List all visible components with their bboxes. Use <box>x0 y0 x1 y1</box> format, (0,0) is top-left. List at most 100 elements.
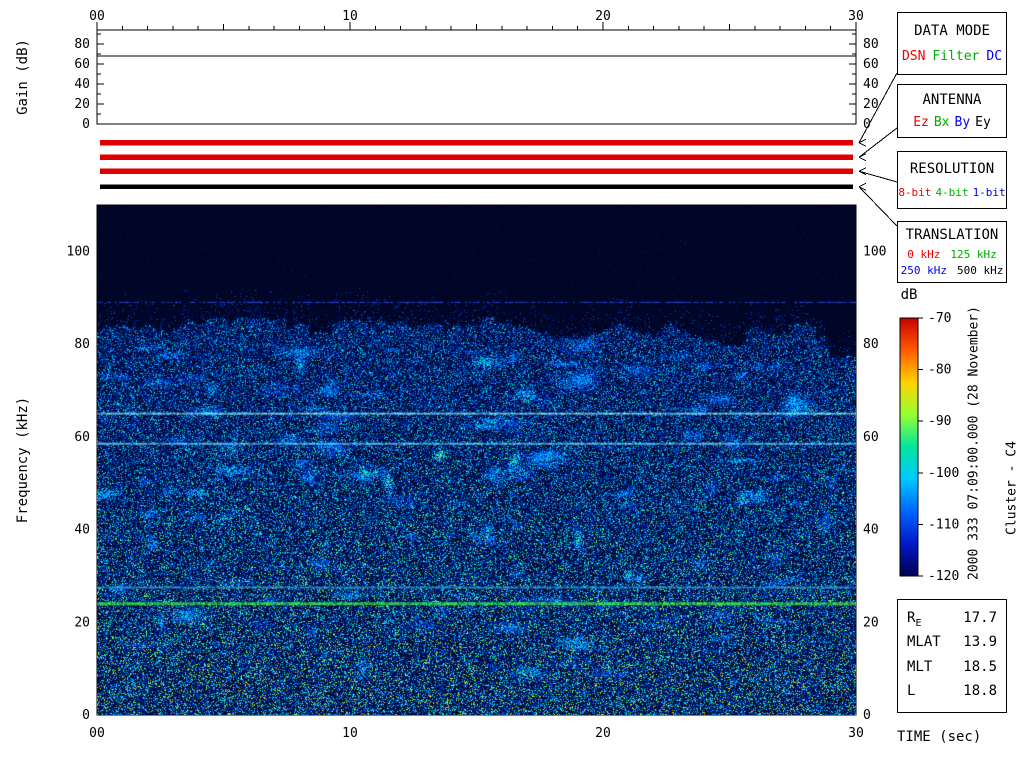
gain-y-tick-label: 20 <box>74 97 90 112</box>
gain-y-tick-label: 20 <box>863 97 879 112</box>
legend-item-by: By <box>955 115 971 130</box>
spectrogram-page: -70 -80 -90 -100 -110 -120 00 10 20 30 0 0 20 20 40 40 6… <box>0 0 1024 768</box>
time-tick-label: 30 <box>848 726 864 741</box>
connector-arrowhead <box>859 171 866 175</box>
legend-item-ey: Ey <box>975 115 991 130</box>
gain-y-tick-label: 80 <box>74 37 90 52</box>
connector-line <box>859 73 897 143</box>
colorbar-tick-label: -110 <box>928 517 959 532</box>
colorbar-tick-label: -70 <box>928 311 951 326</box>
connector-arrowhead <box>859 157 866 161</box>
ephemeris-row-mlt: MLT 18.5 <box>898 659 1006 678</box>
legend-item-4bit: 4-bit <box>935 186 968 199</box>
legend-resolution: RESOLUTION 8-bit 4-bit 1-bit <box>897 151 1007 209</box>
status-bar-antenna <box>100 155 853 161</box>
ephemeris-label-mlat: MLAT <box>907 634 941 653</box>
legend-item-ez: Ez <box>913 115 929 130</box>
gain-top-tick-label: 10 <box>342 9 358 24</box>
freq-tick-label: 40 <box>863 523 879 538</box>
gain-top-tick-label: 00 <box>89 9 105 24</box>
ephemeris-value-mlat: 13.9 <box>963 634 997 653</box>
freq-tick-label: 60 <box>74 430 90 445</box>
ephemeris-label-re: RE <box>907 610 921 629</box>
legend-item-125khz: 125 kHz <box>950 248 996 261</box>
legend-antenna-items: Ez Bx By Ey <box>913 115 991 130</box>
time-axis-label: TIME (sec) <box>897 729 981 745</box>
freq-tick-label: 100 <box>67 244 90 259</box>
gain-y-tick-label: 60 <box>863 57 879 72</box>
gain-axis-label: Gain (dB) <box>15 39 31 115</box>
connector-line <box>859 187 897 226</box>
freq-tick-label: 80 <box>863 337 879 352</box>
gain-top-tick-label: 20 <box>595 9 611 24</box>
colorbar-db-label: dB <box>893 287 925 303</box>
ephemeris-value-mlt: 18.5 <box>963 659 997 678</box>
frequency-axis-label: Frequency (kHz) <box>15 397 31 523</box>
gain-y-tick-label: 0 <box>863 117 871 132</box>
ephemeris-label-l: L <box>907 683 915 702</box>
gain-y-tick-label: 0 <box>82 117 90 132</box>
legend-item-250khz: 250 kHz <box>901 264 947 277</box>
legend-translation-items: 0 kHz 125 kHz 250 kHz 500 kHz <box>898 248 1006 277</box>
connector-line <box>859 128 897 157</box>
freq-tick-label: 20 <box>863 615 879 630</box>
ephemeris-value-l: 18.8 <box>963 683 997 702</box>
freq-tick-label: 0 <box>82 708 90 723</box>
ephemeris-label-mlt: MLT <box>907 659 932 678</box>
gain-y-tick-label: 60 <box>74 57 90 72</box>
legend-item-filter: Filter <box>932 49 979 64</box>
legend-item-0khz: 0 kHz <box>907 248 940 261</box>
status-bar-resolution <box>100 169 853 175</box>
connector-arrowhead <box>859 139 866 143</box>
gain-y-tick-label: 40 <box>74 77 90 92</box>
time-tick-label: 00 <box>89 726 105 741</box>
colorbar <box>900 318 918 576</box>
connector-line <box>859 171 897 182</box>
legend-antenna: ANTENNA Ez Bx By Ey <box>897 84 1007 138</box>
freq-tick-label: 0 <box>863 708 871 723</box>
gain-y-tick-label: 80 <box>863 37 879 52</box>
colorbar-tick-label: -90 <box>928 414 951 429</box>
gain-panel-frame <box>97 30 856 124</box>
freq-tick-label: 40 <box>74 523 90 538</box>
ephemeris-row-re: RE 17.7 <box>898 610 1006 629</box>
connector-arrowhead <box>859 187 866 191</box>
freq-tick-label: 20 <box>74 615 90 630</box>
legend-item-500khz: 500 kHz <box>957 264 1003 277</box>
legend-item-dsn: DSN <box>902 49 925 64</box>
legend-resolution-title: RESOLUTION <box>910 161 994 177</box>
ephemeris-box: RE 17.7 MLAT 13.9 MLT 18.5 L 18.8 <box>897 599 1007 713</box>
legend-item-bx: Bx <box>934 115 950 130</box>
legend-item-dc: DC <box>986 49 1002 64</box>
legend-item-1bit: 1-bit <box>973 186 1006 199</box>
legend-antenna-title: ANTENNA <box>922 92 981 108</box>
connector-arrowhead <box>859 168 866 172</box>
status-bar-data-mode <box>100 140 853 146</box>
legend-translation-title: TRANSLATION <box>906 227 999 243</box>
legend-data-mode: DATA MODE DSN Filter DC <box>897 12 1007 75</box>
legend-data-mode-title: DATA MODE <box>914 23 990 39</box>
legend-resolution-items: 8-bit 4-bit 1-bit <box>898 186 1005 199</box>
status-bar-translation <box>100 185 853 190</box>
freq-tick-label: 100 <box>863 244 886 259</box>
time-tick-label: 20 <box>595 726 611 741</box>
spectrogram-canvas <box>97 205 856 715</box>
ephemeris-value-re: 17.7 <box>963 610 997 629</box>
colorbar-tick-label: -80 <box>928 363 951 378</box>
freq-tick-label: 60 <box>863 430 879 445</box>
timestamp-vertical-label: 2000 333 07:09:00.000 (28 November) <box>967 306 982 580</box>
connector-arrowhead <box>859 183 866 187</box>
legend-item-8bit: 8-bit <box>898 186 931 199</box>
ephemeris-row-l: L 18.8 <box>898 683 1006 702</box>
freq-tick-label: 80 <box>74 337 90 352</box>
colorbar-tick-label: -120 <box>928 569 959 584</box>
connector-arrowhead <box>859 143 866 147</box>
gain-y-tick-label: 40 <box>863 77 879 92</box>
legend-data-mode-items: DSN Filter DC <box>902 49 1002 64</box>
ephemeris-row-mlat: MLAT 13.9 <box>898 634 1006 653</box>
legend-translation: TRANSLATION 0 kHz 125 kHz 250 kHz 500 kH… <box>897 221 1007 283</box>
connector-arrowhead <box>859 154 866 158</box>
gain-top-tick-label: 30 <box>848 9 864 24</box>
colorbar-tick-label: -100 <box>928 466 959 481</box>
time-tick-label: 10 <box>342 726 358 741</box>
